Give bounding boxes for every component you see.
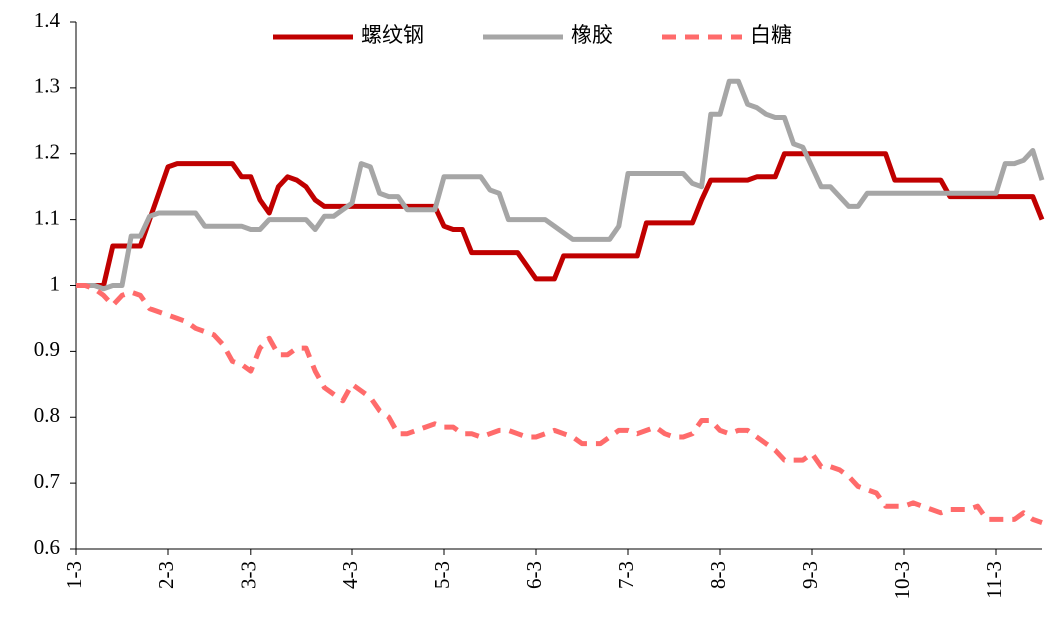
x-tick-label: 4-3 [338, 561, 362, 589]
x-tick-label: 7-3 [614, 561, 638, 589]
series-line [76, 151, 1045, 288]
series-line [76, 283, 1043, 525]
y-tick-label: 0.6 [34, 535, 60, 559]
x-tick-label: 10-3 [890, 561, 914, 600]
x-tick-label: 11-3 [982, 561, 1006, 599]
y-tick-label: 0.9 [34, 337, 60, 361]
y-tick-label: 1.2 [34, 140, 60, 164]
y-tick-label: 0.8 [34, 403, 60, 427]
x-tick-label: 2-3 [154, 561, 178, 589]
x-tick-label: 8-3 [706, 561, 730, 589]
y-tick-label: 1 [50, 271, 61, 295]
legend-label: 橡胶 [571, 23, 613, 47]
y-tick-label: 1.1 [34, 205, 60, 229]
y-tick-label: 1.3 [34, 74, 60, 98]
legend-label: 螺纹钢 [361, 23, 424, 47]
y-tick-label: 1.4 [34, 8, 61, 32]
x-tick-label: 6-3 [522, 561, 546, 589]
x-tick-label: 1-3 [62, 561, 86, 589]
x-tick-label: 5-3 [430, 561, 454, 589]
y-tick-label: 0.7 [34, 469, 60, 493]
x-tick-label: 3-3 [237, 561, 261, 589]
series-line [76, 78, 1045, 292]
x-tick-label: 9-3 [798, 561, 822, 589]
legend-label: 白糖 [750, 23, 792, 47]
